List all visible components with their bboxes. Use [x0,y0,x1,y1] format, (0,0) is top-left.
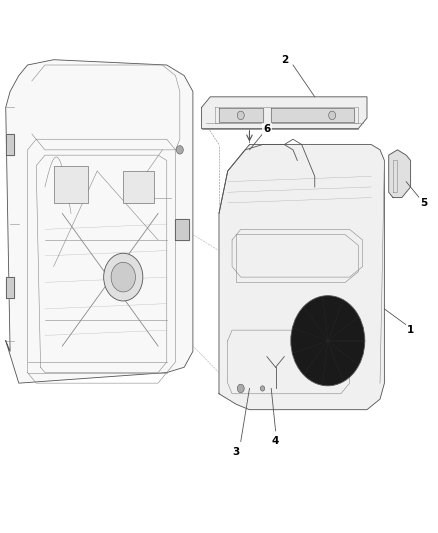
Circle shape [237,384,244,393]
Circle shape [260,386,265,391]
Polygon shape [271,108,354,122]
Circle shape [177,146,184,154]
Polygon shape [6,134,14,155]
Polygon shape [219,108,262,122]
Polygon shape [176,219,188,240]
Text: 4: 4 [272,437,279,447]
Circle shape [291,296,365,386]
Text: 5: 5 [420,198,427,208]
Circle shape [328,111,336,119]
Circle shape [104,253,143,301]
Circle shape [111,262,135,292]
Text: 3: 3 [233,447,240,457]
Polygon shape [219,144,385,410]
Text: 6: 6 [263,124,271,134]
Text: 1: 1 [407,325,414,335]
Polygon shape [6,60,193,383]
Bar [53,166,88,203]
Bar [123,171,154,203]
Polygon shape [6,277,14,298]
Circle shape [237,111,244,119]
Polygon shape [389,150,410,198]
Text: 2: 2 [281,55,288,64]
Polygon shape [201,97,367,128]
